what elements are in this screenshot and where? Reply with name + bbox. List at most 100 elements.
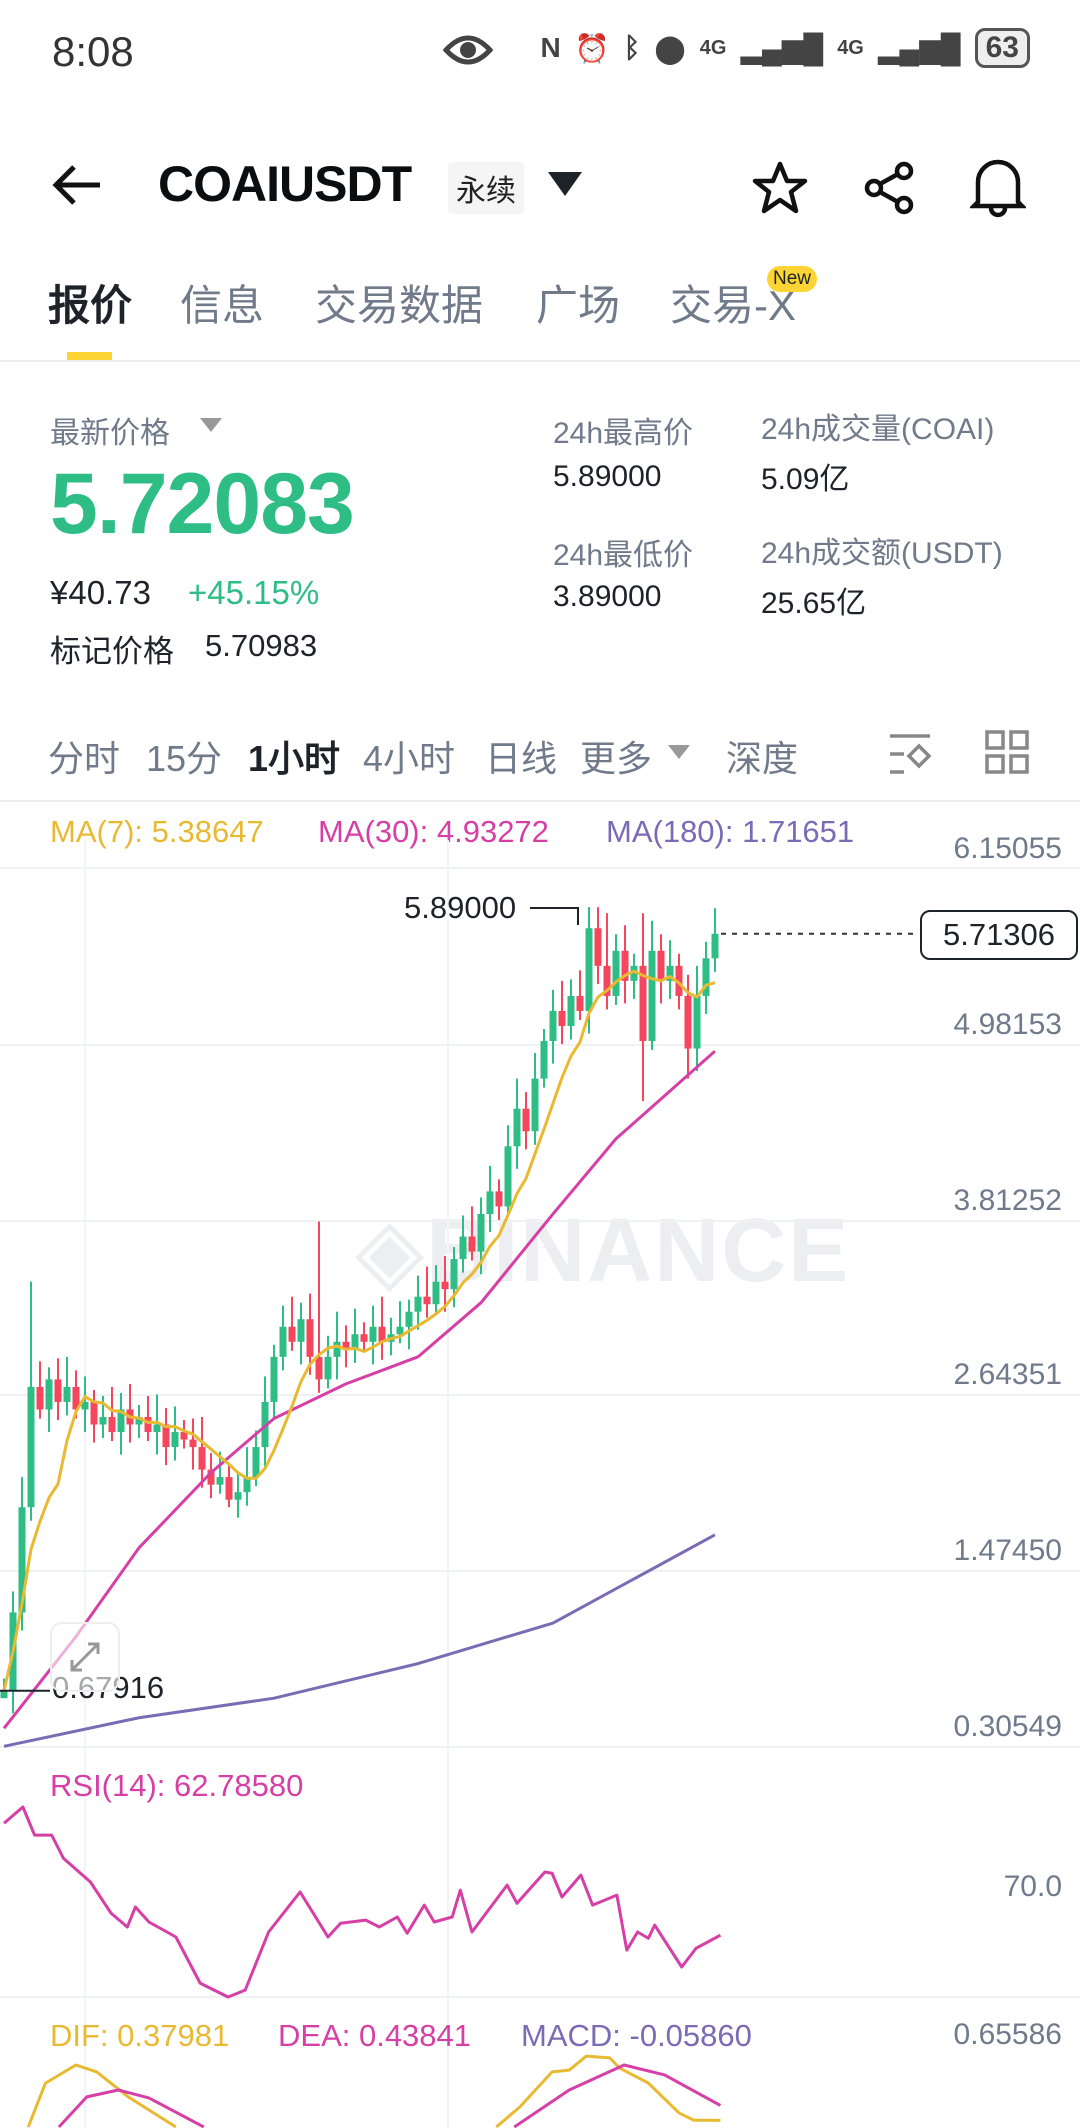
low-24h-label: 24h最低价 bbox=[553, 539, 694, 572]
candle-body bbox=[162, 1424, 170, 1448]
candle-body bbox=[612, 950, 620, 996]
turnover-24h-label: 24h成交额(USDT) bbox=[761, 537, 1003, 570]
candle-body bbox=[0, 1690, 8, 1699]
candle-body bbox=[189, 1439, 197, 1448]
candle-body bbox=[252, 1447, 260, 1478]
symbol-dropdown-caret-icon[interactable] bbox=[548, 172, 582, 203]
candle-body bbox=[666, 965, 674, 981]
tab-quote[interactable]: 报价 bbox=[48, 282, 133, 329]
nfc-icon: N bbox=[540, 32, 561, 63]
candle-body bbox=[144, 1416, 152, 1433]
network-label-2: 4G bbox=[837, 36, 864, 59]
candle-body bbox=[630, 965, 638, 981]
candle-body bbox=[72, 1386, 80, 1410]
active-tab-indicator bbox=[67, 352, 112, 360]
grid bbox=[0, 840, 1080, 2128]
network-label-1: 4G bbox=[699, 36, 727, 59]
candle-body bbox=[531, 1078, 539, 1132]
alert-bell-button[interactable] bbox=[968, 156, 1028, 223]
fullscreen-button[interactable] bbox=[50, 1622, 120, 1692]
candle-body bbox=[306, 1319, 314, 1357]
interval-depth[interactable]: 深度 bbox=[726, 738, 799, 779]
candle-body bbox=[702, 958, 710, 996]
candle-body bbox=[576, 995, 584, 1011]
candle-body bbox=[468, 1236, 476, 1252]
last-price-tag[interactable]: 5.71306 bbox=[920, 910, 1078, 960]
candle-body bbox=[414, 1296, 422, 1312]
candle-body bbox=[270, 1356, 278, 1402]
interval-15m[interactable]: 15分 bbox=[146, 738, 223, 779]
candle-body bbox=[684, 995, 692, 1049]
change-percent: +45.15% bbox=[188, 574, 320, 611]
status-time: 8:08 bbox=[52, 28, 134, 75]
battery-icon: 63 bbox=[974, 28, 1030, 68]
high-marker-label: 5.89000 bbox=[404, 890, 517, 925]
dea-line bbox=[513, 2063, 722, 2128]
candle-body bbox=[63, 1386, 71, 1402]
ma180-line bbox=[3, 1533, 716, 1748]
tab-trading-data[interactable]: 交易数据 bbox=[315, 282, 484, 329]
divider bbox=[0, 800, 1080, 802]
candle-body bbox=[540, 1041, 548, 1079]
caret-down-icon[interactable] bbox=[668, 745, 690, 766]
favorite-star-button[interactable] bbox=[752, 160, 808, 221]
mark-price: 5.70983 bbox=[205, 628, 318, 663]
tab-square[interactable]: 广场 bbox=[536, 282, 621, 329]
candle-body bbox=[207, 1469, 215, 1485]
share-button[interactable] bbox=[862, 160, 918, 221]
dif-line bbox=[495, 2054, 721, 2128]
candle-body bbox=[297, 1319, 305, 1342]
candle-body bbox=[432, 1281, 440, 1305]
candle-body bbox=[153, 1424, 161, 1433]
symbol-title[interactable]: COAIUSDT bbox=[158, 156, 412, 212]
candle-body bbox=[513, 1108, 521, 1147]
rsi-legend: RSI(14): 62.78580 bbox=[50, 1768, 304, 1803]
y-tick-label: 1.47450 bbox=[953, 1534, 1062, 1567]
cny-price: ¥40.73 bbox=[50, 574, 151, 611]
signal-icon: ▂▄▆█ bbox=[740, 32, 824, 64]
interval-more[interactable]: 更多 bbox=[580, 738, 653, 779]
last-price-label[interactable]: 最新价格 bbox=[50, 417, 170, 450]
interval-1h[interactable]: 1小时 bbox=[248, 738, 341, 779]
macd-legend: MACD: -0.05860 bbox=[521, 2018, 752, 2053]
candle-body bbox=[288, 1326, 296, 1342]
interval-time-sharing[interactable]: 分时 bbox=[48, 738, 121, 779]
candle-body bbox=[81, 1401, 89, 1410]
contract-type-badge: 永续 bbox=[448, 162, 524, 214]
candle-body bbox=[639, 965, 647, 1042]
layout-grid-icon[interactable] bbox=[985, 730, 1029, 779]
low-24h: 3.89000 bbox=[553, 580, 662, 613]
arrow-left-icon bbox=[52, 165, 100, 205]
candle-body bbox=[621, 950, 629, 981]
ma30-line bbox=[2, 1050, 716, 1730]
candle-body bbox=[171, 1432, 179, 1448]
high-24h-label: 24h最高价 bbox=[553, 417, 694, 450]
candle-body bbox=[54, 1379, 62, 1402]
back-button[interactable] bbox=[50, 160, 106, 215]
binance-watermark: ◈BINANCE bbox=[355, 1201, 851, 1301]
status-icons: N ⏰ ᛒ ⬤ 4G ▂▄▆█ 4G ▂▄▆█ 63 bbox=[540, 28, 1030, 68]
location-icon: ⬤ bbox=[654, 32, 686, 64]
rsi-y-tick: 70.0 bbox=[1003, 1870, 1062, 1903]
candle-body bbox=[315, 1356, 323, 1380]
candle-body bbox=[324, 1356, 332, 1380]
alarm-icon: ⏰ bbox=[574, 32, 610, 64]
bluetooth-icon: ᛒ bbox=[623, 32, 641, 63]
ma30-legend: MA(30): 4.93272 bbox=[318, 814, 549, 849]
interval-1d[interactable]: 日线 bbox=[485, 738, 558, 779]
caret-down-icon[interactable] bbox=[200, 418, 222, 439]
candle-body bbox=[441, 1281, 449, 1290]
indicator-settings-icon[interactable] bbox=[888, 732, 934, 783]
y-tick-label: 6.15055 bbox=[953, 832, 1062, 865]
candle-body bbox=[360, 1334, 368, 1342]
interval-4h[interactable]: 4小时 bbox=[363, 738, 456, 779]
candle-body bbox=[45, 1379, 53, 1410]
dif-legend: DIF: 0.37981 bbox=[50, 2018, 230, 2053]
tab-info[interactable]: 信息 bbox=[180, 282, 265, 329]
ma7-line bbox=[2, 969, 716, 1692]
divider bbox=[0, 360, 1080, 362]
turnover-24h: 25.65亿 bbox=[761, 587, 867, 620]
candle-body bbox=[594, 928, 602, 966]
candle-body bbox=[450, 1259, 458, 1290]
